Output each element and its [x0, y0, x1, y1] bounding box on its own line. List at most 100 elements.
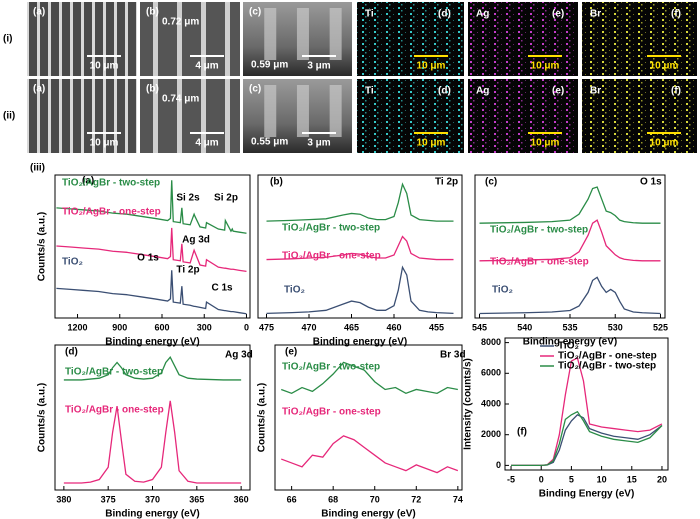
- x-tick-label: 475: [259, 322, 274, 332]
- x-tick-label: 455: [429, 322, 444, 332]
- panel-label: (e): [552, 86, 564, 97]
- x-tick-label: 0: [539, 474, 544, 484]
- x-tick-label: 72: [411, 494, 421, 504]
- x-tick-label: 68: [328, 494, 338, 504]
- panel-label: (f): [517, 427, 527, 438]
- spectrum-line: [511, 413, 663, 467]
- series-label: TiO₂: [492, 285, 513, 296]
- scale-bar-label: 10 μm: [650, 61, 679, 72]
- spectrum-line: [56, 227, 247, 273]
- spectrum-line: [281, 361, 458, 395]
- scale-bar-label: 4 μm: [195, 138, 218, 149]
- micrograph: [357, 2, 464, 76]
- element-label: Br: [590, 86, 601, 97]
- x-tick-label: 375: [101, 494, 116, 504]
- x-axis-label: Binding energy (eV): [321, 509, 415, 519]
- ridge: [264, 85, 277, 137]
- spectrum-line: [56, 270, 247, 315]
- thickness-label: 0.74 μm: [162, 94, 199, 105]
- series-label: TiO₂/AgBr - two-step: [490, 225, 588, 236]
- x-tick-label: 66: [287, 494, 297, 504]
- x-tick-label: 900: [112, 322, 127, 332]
- micrograph: [140, 79, 240, 153]
- x-tick-label: 74: [453, 494, 463, 504]
- peak-annotation: O 1s: [137, 253, 159, 264]
- x-tick-label: 535: [562, 322, 577, 332]
- row-label: (ii): [3, 111, 15, 122]
- section-label: (iii): [30, 163, 45, 174]
- series-label: TiO₂/AgBr - two-step: [282, 223, 380, 234]
- panel-label: (d): [438, 9, 451, 20]
- y-axis-label: Counts/s (a.u.): [257, 383, 268, 452]
- series-label: TiO₂: [284, 285, 305, 296]
- spectrum-line: [511, 357, 663, 467]
- thickness-label: 0.55 μm: [251, 137, 288, 148]
- plot-frame: [474, 174, 666, 319]
- scale-bar-label: 10 μm: [90, 138, 119, 149]
- panel-label: (f): [671, 9, 681, 20]
- x-axis-label: Binding energy (eV): [313, 337, 407, 348]
- x-tick-label: 465: [344, 322, 359, 332]
- micrograph: [468, 79, 578, 153]
- x-axis-label: Binding Energy (eV): [539, 489, 635, 500]
- x-tick-label: 0: [244, 322, 249, 332]
- scale-bar-label: 10 μm: [650, 138, 679, 149]
- series-label: TiO₂/AgBr - one-step: [62, 207, 161, 218]
- panel-title: Ti 2p: [435, 177, 458, 188]
- x-tick-label: 70: [370, 494, 380, 504]
- y-tick-label: 4000: [481, 398, 501, 408]
- legend-label: TiO₂/AgBr - two-step: [558, 361, 656, 372]
- x-tick-label: 545: [472, 322, 487, 332]
- scale-bar-label: 10 μm: [417, 61, 446, 72]
- spectrum-line: [266, 235, 454, 261]
- x-tick-label: 460: [386, 322, 401, 332]
- panel-label: (a): [82, 176, 94, 187]
- panel-title: O 1s: [640, 177, 662, 188]
- x-axis-label: Binding energy (eV): [105, 337, 199, 348]
- x-axis-label: Binding energy (eV): [105, 509, 199, 519]
- x-tick-label: 5: [569, 474, 574, 484]
- peak-annotation: C 1s: [211, 283, 233, 294]
- panel-title: Br 3d: [440, 350, 466, 361]
- ridge: [329, 85, 342, 137]
- y-axis-label: Intensity (counts/s): [463, 358, 474, 450]
- ridge: [264, 8, 277, 60]
- panel-label: (c): [249, 7, 261, 18]
- spectrum-line: [281, 435, 459, 474]
- scale-bar-label: 3 μm: [307, 138, 330, 149]
- spectrum-line: [266, 182, 454, 222]
- spectrum-line: [479, 219, 661, 262]
- plot-frame: [257, 174, 463, 319]
- micrograph: [582, 2, 697, 76]
- x-tick-label: 365: [189, 494, 204, 504]
- ridge: [296, 8, 309, 60]
- y-tick-label: 6000: [481, 368, 501, 378]
- element-label: Ti: [365, 86, 374, 97]
- row-label: (i): [3, 34, 12, 45]
- scale-bar-label: 10 μm: [531, 61, 560, 72]
- x-tick-label: 20: [657, 474, 667, 484]
- x-tick-label: 470: [301, 322, 316, 332]
- panel-label: (a): [33, 7, 45, 18]
- thickness-label: 0.72 μm: [162, 17, 199, 28]
- spectrum-line: [479, 276, 661, 315]
- panel-label: (d): [65, 347, 78, 358]
- plot-frame: [54, 174, 251, 319]
- series-label: TiO₂: [62, 257, 83, 268]
- ridge: [296, 85, 309, 137]
- panel-label: (c): [249, 84, 261, 95]
- x-tick-label: 360: [234, 494, 249, 504]
- scale-bar-label: 10 μm: [90, 61, 119, 72]
- x-tick-label: 530: [608, 322, 623, 332]
- spectrum-line: [56, 180, 247, 234]
- panel-label: (b): [146, 84, 159, 95]
- x-tick-label: 300: [197, 322, 212, 332]
- micrograph: [357, 79, 464, 153]
- scale-bar-label: 4 μm: [195, 61, 218, 72]
- x-tick-label: 10: [597, 474, 607, 484]
- x-tick-label: 380: [56, 494, 71, 504]
- y-tick-label: 0: [496, 460, 501, 470]
- y-axis-label: Counts/s (a.u.): [37, 212, 48, 281]
- x-tick-label: 15: [627, 474, 637, 484]
